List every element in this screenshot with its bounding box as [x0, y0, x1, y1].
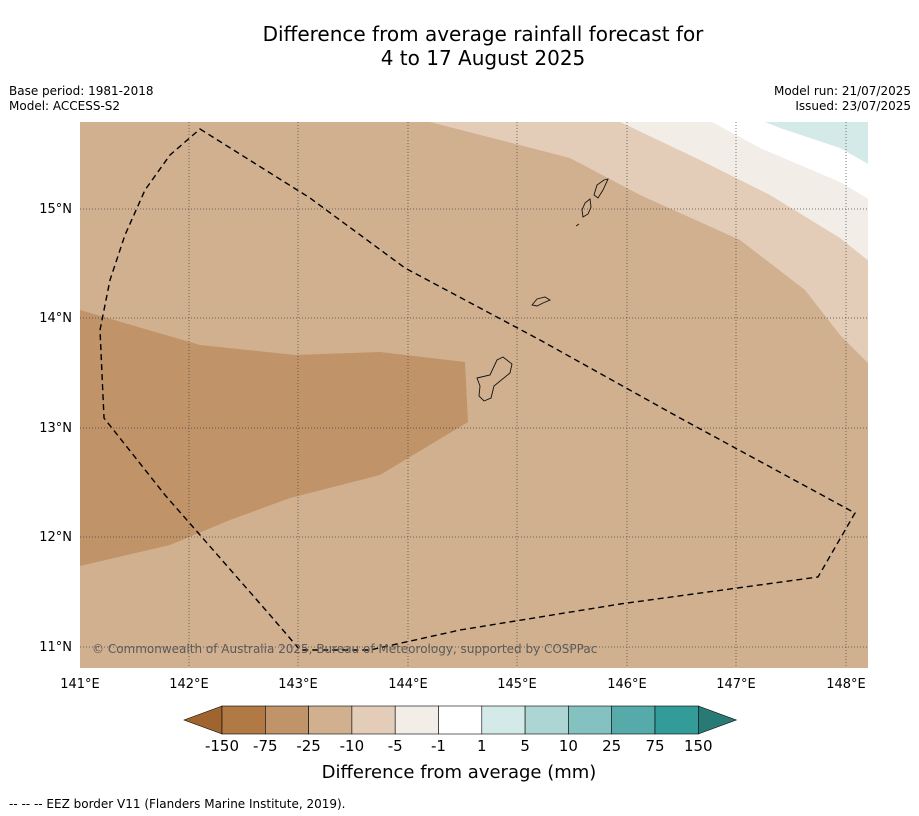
title-line-2: 4 to 17 August 2025 [380, 46, 586, 70]
colorbar-segment [481, 705, 526, 735]
longitude-labels: 141°E 142°E 143°E 144°E 145°E 146°E 147°… [60, 677, 866, 692]
lon-label: 147°E [716, 677, 756, 692]
eez-border [99, 128, 856, 651]
field-plus1-plus5 [765, 122, 868, 164]
meta-right: Model run: 21/07/2025 Issued: 23/07/2025 [774, 84, 911, 114]
colorbar-extend-low [183, 705, 223, 735]
colorbar-label: -10 [340, 737, 365, 755]
guam-island [476, 356, 513, 402]
lon-label: 143°E [278, 677, 318, 692]
model-name: Model: ACCESS-S2 [9, 99, 121, 113]
colorbar-label: 10 [559, 737, 578, 755]
colorbar-segment [394, 705, 439, 735]
lon-label: 142°E [169, 677, 209, 692]
colorbar-segment [611, 705, 656, 735]
colorbar-label: -75 [253, 737, 278, 755]
colorbar-segment [568, 705, 613, 735]
colorbar-segment [221, 705, 266, 735]
rota-island [531, 296, 551, 307]
latitude-labels: 15°N 14°N 13°N 12°N 11°N [39, 202, 72, 655]
saipan-island [593, 178, 609, 199]
graticule [80, 122, 868, 668]
title-line-1: Difference from average rainfall forecas… [262, 22, 704, 46]
base-period: Base period: 1981-2018 [9, 84, 154, 98]
lon-label: 148°E [826, 677, 866, 692]
colorbar: -150 -75 -25 -10 -5 -1 1 5 10 25 75 150 [183, 705, 738, 755]
colorbar-segment [264, 705, 309, 735]
issued-date: Issued: 23/07/2025 [795, 99, 911, 113]
colorbar-segment [524, 705, 569, 735]
tinian-island [581, 198, 592, 218]
lon-label: 141°E [60, 677, 100, 692]
meta-left: Base period: 1981-2018 Model: ACCESS-S2 [9, 84, 154, 114]
colorbar-label: -1 [431, 737, 446, 755]
colorbar-segment [438, 705, 483, 735]
colorbar-label: 25 [602, 737, 621, 755]
lat-label: 14°N [39, 311, 72, 326]
colorbar-segment [308, 705, 353, 735]
island-outlines [476, 178, 609, 402]
field-minus75-minus25 [80, 310, 468, 566]
lon-label: 145°E [497, 677, 537, 692]
colorbar-segment [351, 705, 396, 735]
lat-label: 12°N [39, 530, 72, 545]
lon-label: 146°E [607, 677, 647, 692]
colorbar-label: -5 [388, 737, 403, 755]
colorbar-label: 5 [520, 737, 530, 755]
colorbar-extend-high [697, 705, 738, 735]
rainfall-fields: © Commonwealth of Australia 2025, Bureau… [80, 122, 868, 668]
colorbar-label: 1 [477, 737, 487, 755]
map-title: Difference from average rainfall forecas… [0, 22, 919, 70]
colorbar-title: Difference from average (mm) [322, 762, 597, 783]
copyright-text: © Commonwealth of Australia 2025, Bureau… [92, 642, 597, 656]
eez-legend: -- -- -- EEZ border V11 (Flanders Marine… [9, 797, 346, 811]
model-run: Model run: 21/07/2025 [773, 84, 911, 98]
lat-label: 15°N [39, 202, 72, 217]
lon-label: 144°E [388, 677, 428, 692]
lat-label: 11°N [39, 640, 72, 655]
colorbar-segment [654, 705, 699, 735]
colorbar-label: -25 [296, 737, 321, 755]
colorbar-label: 150 [684, 737, 713, 755]
aguijan-island [575, 223, 580, 227]
lat-label: 13°N [39, 421, 72, 436]
colorbar-label: -150 [205, 737, 239, 755]
colorbar-label: 75 [645, 737, 664, 755]
